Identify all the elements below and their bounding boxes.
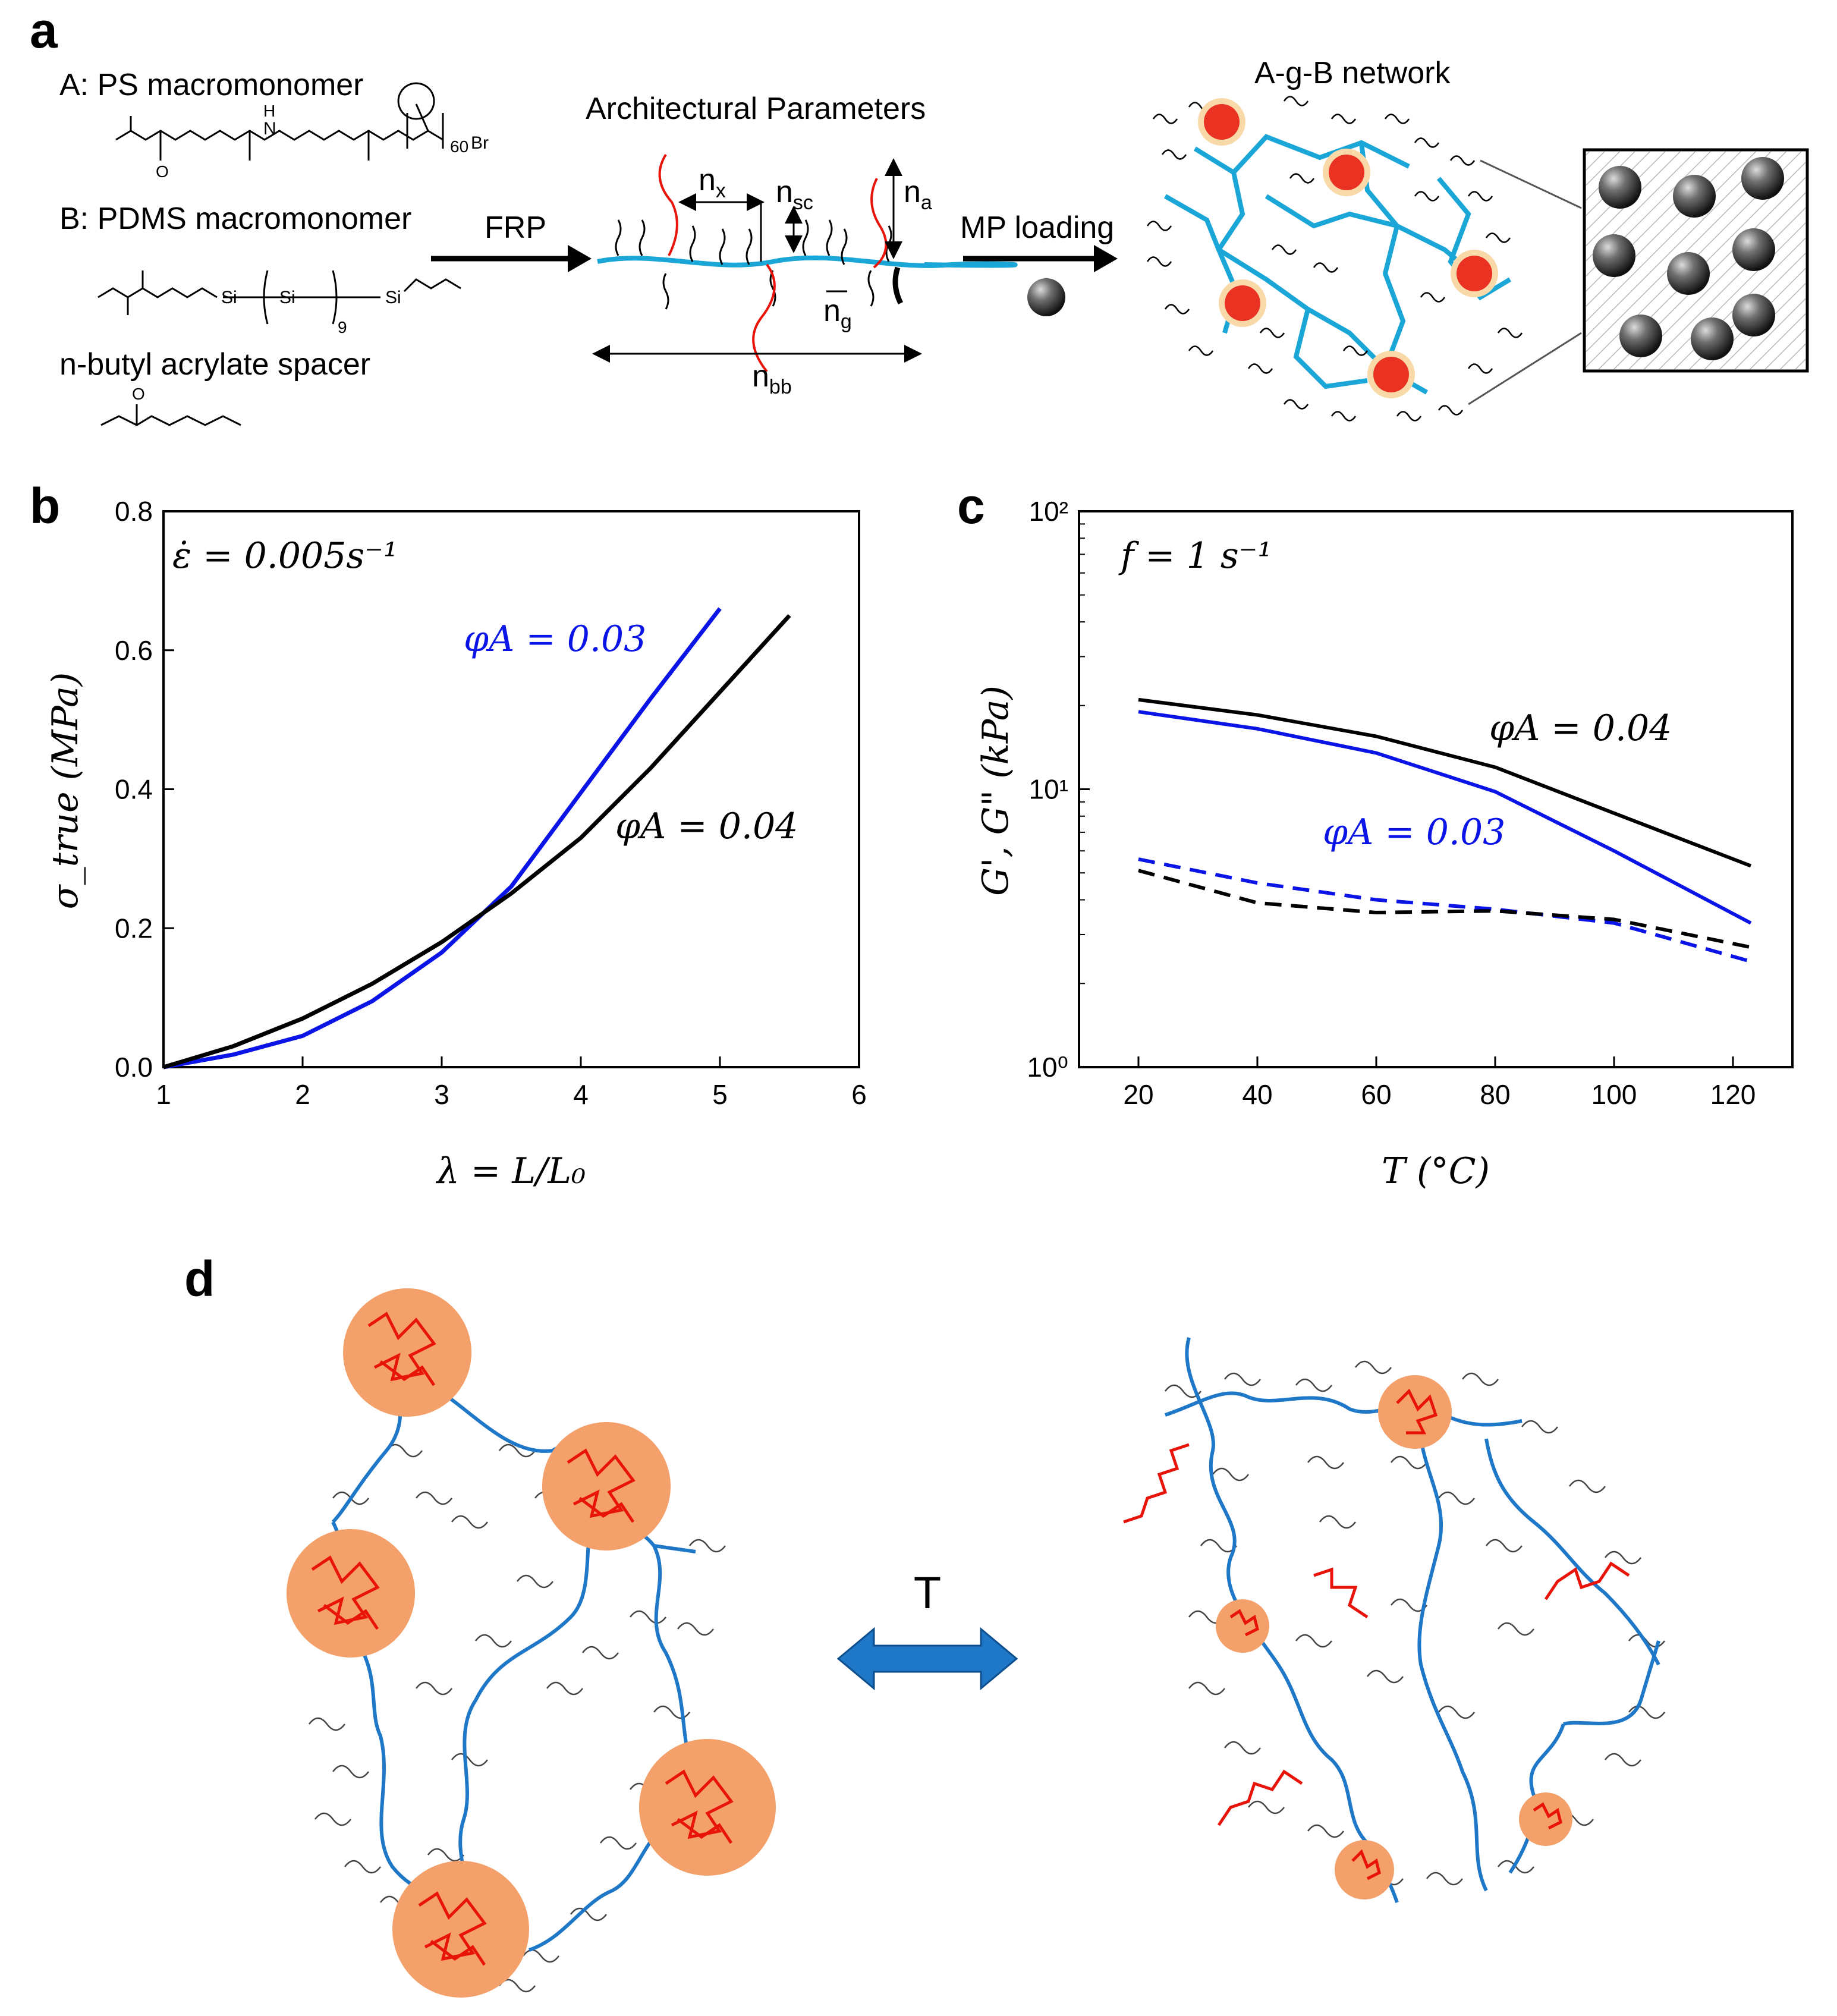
chart-b-ytick-label: 0.2 — [115, 913, 153, 943]
chart-c-series-line-1 — [1138, 710, 1752, 925]
param-nx: nx — [699, 163, 726, 202]
pdms-macromonomer-label: B: PDMS macromonomer — [59, 202, 411, 236]
ps-subscript-60: 60 — [450, 137, 468, 156]
panel-d: d — [184, 1251, 1665, 1998]
chart-c-ytick-label: 10² — [1029, 496, 1068, 527]
chart-c-xlabel: T (°C) — [1382, 1150, 1490, 1192]
panel-c: c 20 40 60 80 100 120 10⁰ 10¹ 10² f = 1 s⁻¹ φA =… — [957, 478, 1794, 1192]
network-low-temperature — [287, 1288, 776, 1998]
ps-atom-o1: O — [156, 162, 169, 181]
chart-b-label-phi-004: φA = 0.04 — [615, 806, 798, 847]
ps-atom-br: Br — [471, 133, 489, 153]
ps-domains-large — [287, 1288, 776, 1998]
param-na: na — [904, 175, 932, 214]
spacer-structure — [100, 404, 241, 426]
chart-b-strain-rate: ε̇ = 0.005s⁻¹ — [172, 535, 398, 577]
chart-c-frame — [1078, 510, 1794, 1068]
chart-b-series-line-1 — [162, 614, 791, 1070]
panel-b-letter: b — [30, 478, 60, 534]
chart-c-series — [1138, 697, 1752, 964]
chart-c-series-line-0 — [1138, 697, 1752, 868]
spacer-atom-o: O — [132, 385, 145, 403]
pdms-atom-si3: Si — [385, 288, 401, 307]
chart-b-series-line-0 — [163, 607, 722, 1070]
spacer-label: n-butyl acrylate spacer — [59, 347, 370, 382]
chart-b-axes: 1 2 3 4 5 6 0.0 0.2 0.4 0.6 0.8 — [115, 496, 867, 1110]
pdms-atom-si1: Si — [221, 288, 237, 307]
chart-c-xtick-label: 40 — [1242, 1079, 1272, 1110]
architectural-parameters-title: Architectural Parameters — [586, 92, 926, 126]
composite-inset — [1583, 148, 1809, 373]
chart-c-xtick-label: 60 — [1361, 1079, 1391, 1110]
chart-b-ytick-label: 0.8 — [115, 496, 153, 527]
temperature-double-arrow — [836, 1627, 1018, 1691]
mp-loading-arrow-head — [1094, 245, 1118, 272]
param-ng: ng — [823, 294, 852, 333]
frp-arrow-head — [568, 245, 592, 272]
chart-b-xtick-label: 5 — [712, 1079, 728, 1110]
network-diagram — [1146, 96, 1582, 422]
chart-b-ytick-label: 0.0 — [115, 1052, 153, 1083]
chart-b-ylabel: σ_true (MPa) — [45, 672, 86, 910]
chart-c-series-line-3 — [1138, 869, 1751, 949]
chart-b-ytick-label: 0.6 — [115, 635, 153, 666]
bottlebrush-diagram — [592, 153, 1018, 373]
chart-b-xtick-label: 4 — [573, 1079, 589, 1110]
chart-b-xtick-label: 6 — [851, 1079, 867, 1110]
param-nsc: nsc — [776, 175, 813, 214]
chart-c-xtick-label: 80 — [1480, 1079, 1510, 1110]
panel-a: a A: PS macromonomer N H O 60 Br B: PDMS… — [30, 2, 1809, 426]
chart-c-xtick-label: 120 — [1710, 1079, 1756, 1110]
pdms-repeat-9: 9 — [338, 318, 347, 336]
network-high-temperature — [1123, 1337, 1665, 1903]
param-nbb: nbb — [752, 359, 792, 398]
chart-c-ytick-label: 10⁰ — [1027, 1052, 1068, 1083]
mp-loading-label: MP loading — [960, 210, 1114, 245]
chart-c-ytick-label: 10¹ — [1029, 774, 1068, 805]
panel-c-letter: c — [957, 478, 985, 534]
chart-c-xtick-label: 100 — [1591, 1079, 1637, 1110]
ps-macromonomer-label: A: PS macromonomer — [59, 68, 364, 102]
chart-c-axes: 20 40 60 80 100 120 10⁰ 10¹ 10² — [1027, 496, 1756, 1110]
chart-c-series-line-2 — [1138, 857, 1751, 964]
chart-c-label-phi-004: φA = 0.04 — [1489, 707, 1672, 749]
network-title: A-g-B network — [1254, 56, 1451, 90]
chart-b-xtick-label: 1 — [156, 1079, 171, 1110]
chart-b-label-phi-003: φA = 0.03 — [464, 618, 646, 660]
panel-a-letter: a — [30, 2, 58, 58]
pdms-macromonomer-structure — [97, 270, 461, 325]
chart-b-series — [162, 607, 791, 1070]
chart-b-xlabel: λ = L/L₀ — [436, 1150, 586, 1192]
panel-b: b 1 2 3 4 5 6 0.0 0.2 0.4 0.6 0.8 ε̇ = 0.005s⁻¹ φA… — [30, 478, 867, 1192]
magnetic-particle-icon — [1027, 278, 1065, 316]
pdms-atom-si2: Si — [279, 288, 295, 307]
frp-label: FRP — [485, 210, 546, 245]
chart-c-label-phi-003: φA = 0.03 — [1323, 812, 1505, 853]
temperature-arrow-label: T — [914, 1568, 941, 1618]
chart-c-frequency: f = 1 s⁻¹ — [1118, 535, 1272, 577]
ps-macromonomer-structure — [115, 82, 444, 161]
chart-b-frame — [162, 510, 860, 1068]
panel-d-letter: d — [184, 1251, 215, 1307]
ps-atom-h: H — [263, 102, 275, 120]
chart-b-xtick-label: 3 — [434, 1079, 449, 1110]
chart-c-xtick-label: 20 — [1123, 1079, 1153, 1110]
ps-domains-small — [1216, 1375, 1572, 1899]
ps-atom-n: N — [263, 119, 276, 139]
chart-c-ylabel: G', G" (kPa) — [975, 685, 1017, 896]
chart-b-xtick-label: 2 — [295, 1079, 310, 1110]
chart-b-ytick-label: 0.4 — [115, 774, 153, 805]
